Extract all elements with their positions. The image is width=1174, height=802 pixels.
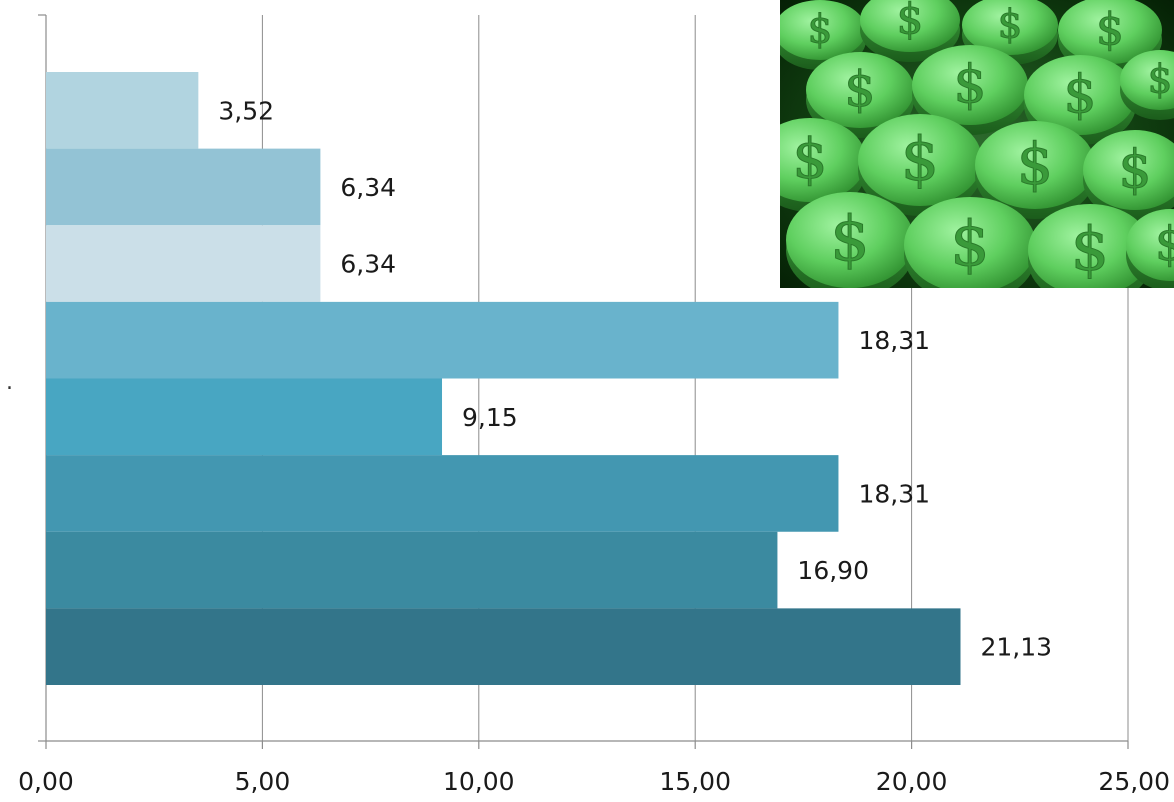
bar (46, 225, 321, 302)
svg-text:$: $ (1155, 217, 1174, 272)
coin-shape: $ (1083, 130, 1174, 220)
coin-shape: $ (1120, 50, 1174, 120)
bar (46, 301, 839, 379)
x-tick-label: 20,00 (876, 767, 948, 796)
coin-shape: $ (912, 45, 1028, 135)
svg-text:$: $ (1017, 131, 1053, 197)
data-label: 6,34 (340, 173, 396, 202)
x-tick-label: 10,00 (443, 767, 515, 796)
svg-text:$: $ (901, 124, 939, 194)
data-label: 3,52 (218, 96, 274, 125)
data-label: 6,34 (340, 250, 396, 279)
coin-shape: $ (858, 114, 982, 216)
dollar-coins-image: $ $ $ $ $ $ $ $ $ $ $ $ $ $ $ $ (780, 0, 1174, 288)
data-label: 18,31 (858, 326, 930, 355)
svg-text:$: $ (1096, 4, 1124, 55)
coin-shape: $ (1126, 209, 1174, 288)
svg-text:$: $ (844, 61, 875, 118)
svg-text:$: $ (1063, 65, 1096, 125)
svg-text:$: $ (950, 207, 989, 280)
bar (46, 72, 199, 149)
x-tick-label: 25,00 (1098, 767, 1170, 796)
y-axis-marker: . (6, 370, 13, 395)
coin-shape: $ (975, 121, 1095, 219)
svg-text:$: $ (998, 3, 1023, 48)
svg-text:$: $ (1118, 140, 1151, 200)
svg-text:$: $ (1148, 58, 1173, 103)
svg-text:$: $ (1071, 214, 1109, 284)
coin-shape: $ (1028, 204, 1152, 288)
data-label: 16,90 (797, 556, 869, 585)
svg-text:$: $ (808, 8, 833, 53)
svg-text:$: $ (830, 202, 869, 275)
data-label: 18,31 (858, 479, 930, 508)
coin-shape: $ (786, 192, 914, 288)
x-tick-label: 0,00 (18, 767, 74, 796)
coin-shape: $ (780, 118, 866, 212)
x-tick-label: 5,00 (235, 767, 291, 796)
svg-text:$: $ (793, 127, 828, 191)
bar (46, 378, 443, 456)
data-label: 9,15 (462, 403, 518, 432)
svg-text:$: $ (953, 55, 986, 115)
coin-shape: $ (806, 52, 914, 138)
bar (46, 531, 778, 609)
x-tick-label: 15,00 (659, 767, 731, 796)
bar (46, 148, 321, 226)
coin-shape: $ (860, 0, 960, 62)
bar (46, 455, 839, 532)
data-label: 21,13 (981, 633, 1053, 662)
coin-shape: $ (904, 197, 1036, 288)
svg-text:$: $ (897, 0, 924, 43)
bar (46, 608, 961, 685)
